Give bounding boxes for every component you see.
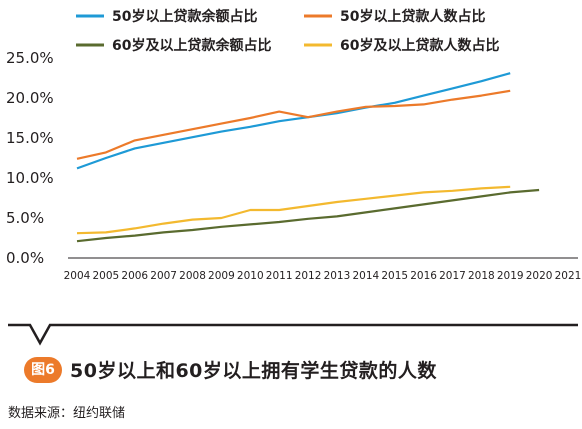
x-axis-ticks: 2004 2005 2006 2007 2008 2009 2010 2011 2012 2013… xyxy=(64,270,582,282)
y-tick-label: 15.0% xyxy=(6,129,54,147)
legend-label-2: 50岁以上贷款人数占比 xyxy=(340,8,485,25)
y-axis-ticks: 0.0% 5.0% 10.0% 15.0% 20.0% 25.0% xyxy=(6,49,54,267)
series-line-1 xyxy=(76,72,511,170)
caption-divider xyxy=(8,323,578,346)
series-line-4 xyxy=(76,185,511,235)
x-tick-label: 2006 xyxy=(121,270,148,282)
x-tick-label: 2009 xyxy=(208,270,235,282)
x-tick-label: 2004 xyxy=(64,270,91,282)
y-tick-label: 25.0% xyxy=(6,49,54,67)
y-tick-label: 20.0% xyxy=(6,89,54,107)
series-lines xyxy=(76,72,540,243)
x-tick-label: 2015 xyxy=(381,270,408,282)
figure-title: 50岁以上和60岁以上拥有学生贷款的人数 xyxy=(70,360,437,382)
x-tick-label: 2005 xyxy=(93,270,120,282)
legend-label-1: 50岁以上贷款余额占比 xyxy=(112,8,257,25)
legend: 50岁以上贷款余额占比 50岁以上贷款人数占比 60岁及以上贷款余额占比 60岁… xyxy=(76,8,499,54)
x-tick-label: 2018 xyxy=(468,270,495,282)
legend-label-4: 60岁及以上贷款人数占比 xyxy=(340,37,499,54)
x-tick-label: 2016 xyxy=(410,270,437,282)
x-tick-label: 2007 xyxy=(150,270,177,282)
x-tick-label: 2008 xyxy=(179,270,206,282)
x-tick-label: 2019 xyxy=(497,270,524,282)
figure-badge: 图6 xyxy=(24,357,62,383)
legend-label-3: 60岁及以上贷款余额占比 xyxy=(112,37,271,54)
series-line-3 xyxy=(76,188,540,243)
x-tick-label: 2010 xyxy=(237,270,264,282)
x-tick-label: 2021 xyxy=(555,270,582,282)
y-tick-label: 5.0% xyxy=(6,209,44,227)
x-tick-label: 2012 xyxy=(295,270,322,282)
line-chart: 50岁以上贷款余额占比 50岁以上贷款人数占比 60岁及以上贷款余额占比 60岁… xyxy=(6,8,582,282)
x-tick-label: 2020 xyxy=(526,270,553,282)
x-tick-label: 2014 xyxy=(352,270,379,282)
x-tick-label: 2011 xyxy=(266,270,293,282)
x-tick-label: 2013 xyxy=(324,270,351,282)
series-line-2 xyxy=(76,89,511,160)
y-tick-label: 0.0% xyxy=(6,249,44,267)
x-tick-label: 2017 xyxy=(439,270,466,282)
data-source: 数据来源：纽约联储 xyxy=(8,406,126,421)
y-tick-label: 10.0% xyxy=(6,169,54,187)
